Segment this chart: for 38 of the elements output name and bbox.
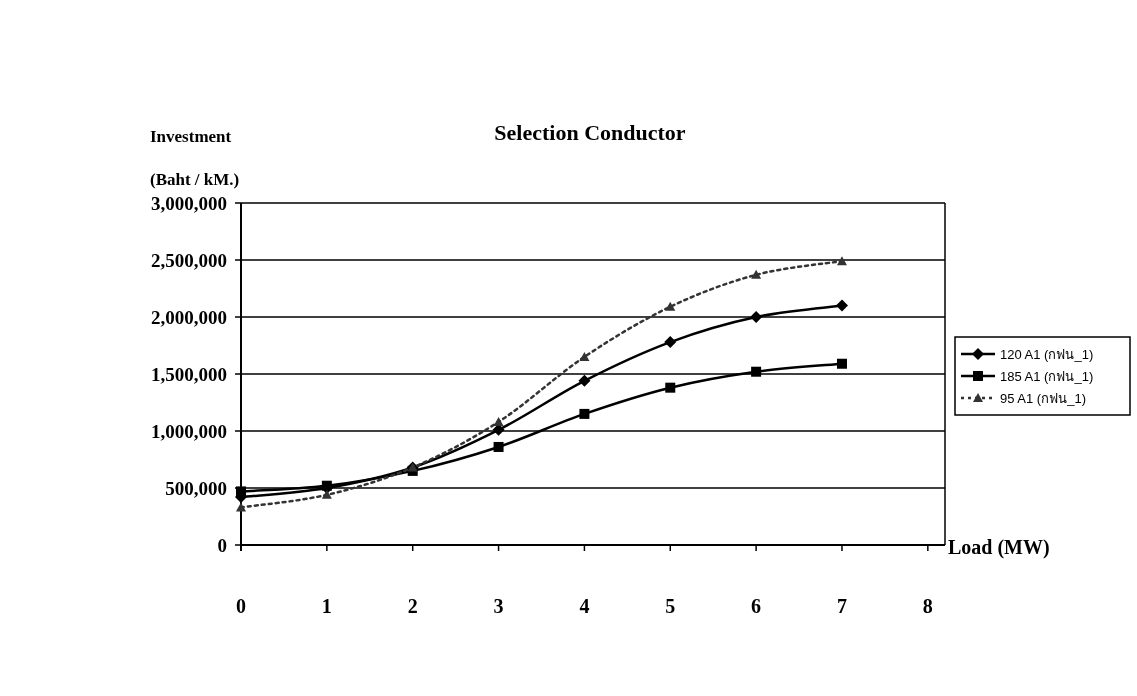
y-tick-label: 2,000,000 xyxy=(151,307,227,328)
text: Investment (Baht / kM.) xyxy=(150,127,240,189)
x-tick-label: 1 xyxy=(321,595,332,617)
point xyxy=(321,489,332,499)
y-tick-label: 0 xyxy=(217,535,227,556)
legend-label: 95 A1 (กฟน_1) xyxy=(1000,391,1086,406)
x-axis-title: Load (MW) xyxy=(948,536,1050,559)
point xyxy=(665,382,676,393)
point xyxy=(236,502,246,512)
chart-title: Selection Conductor xyxy=(494,120,686,145)
point xyxy=(751,366,762,377)
point xyxy=(750,311,763,323)
point xyxy=(835,299,848,312)
x-tick-label: 8 xyxy=(922,595,933,617)
point xyxy=(493,416,504,426)
point xyxy=(579,408,590,419)
point xyxy=(665,301,676,311)
point xyxy=(578,374,591,387)
legend-label: 185 A1 (กฟน_1) xyxy=(1000,369,1094,384)
y-tick-label: 500,000 xyxy=(165,478,227,499)
x-tick-label: 3 xyxy=(493,595,504,617)
y-tick-label: 2,500,000 xyxy=(151,250,227,271)
x-tick-label: 7 xyxy=(836,595,847,617)
x-tick-label: 2 xyxy=(407,595,418,617)
point xyxy=(836,256,847,266)
x-tick-label: 6 xyxy=(751,595,762,617)
y-tick-label: 3,000,000 xyxy=(151,193,227,214)
point xyxy=(493,441,504,452)
point xyxy=(664,336,677,349)
y-tick-label: 1,000,000 xyxy=(151,421,227,442)
point xyxy=(836,358,847,369)
x-tick-label: 5 xyxy=(665,595,676,617)
point xyxy=(579,351,590,361)
x-tick-label: 4 xyxy=(579,595,590,617)
legend-label: 120 A1 (กฟน_1) xyxy=(1000,347,1094,362)
x-tick-label: 0 xyxy=(236,595,246,617)
point xyxy=(751,269,762,279)
y-tick-label: 1,500,000 xyxy=(151,364,227,385)
